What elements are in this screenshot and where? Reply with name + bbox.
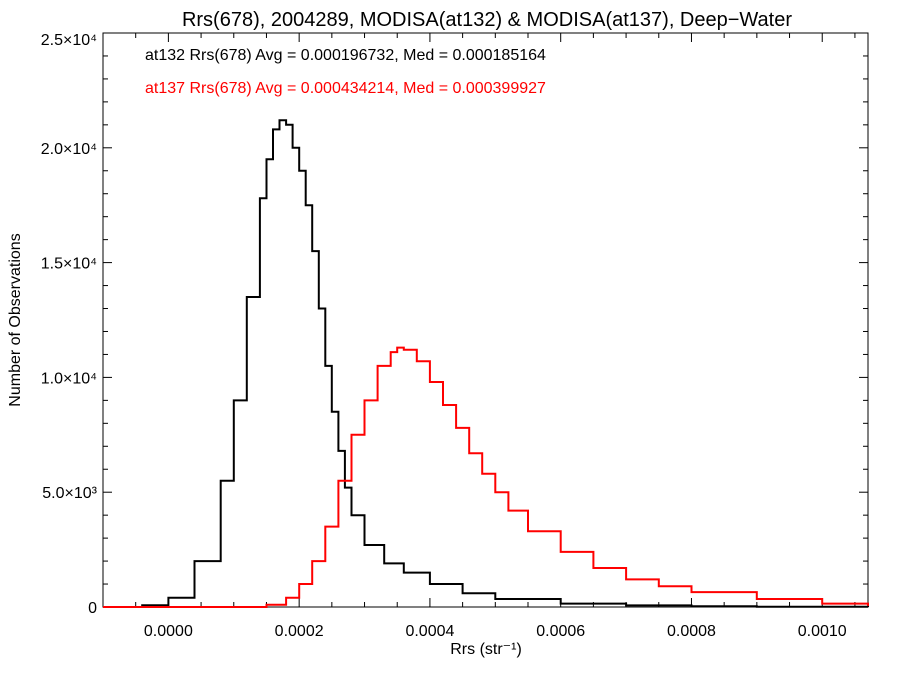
legend-entry-at132: at132 Rrs(678) Avg = 0.000196732, Med = … (145, 47, 546, 64)
x-axis-label: Rrs (str⁻¹) (450, 641, 522, 658)
y-tick-label: 0 (88, 600, 97, 617)
series-at132-line (103, 119, 869, 608)
y-axis-label: Number of Observations (7, 233, 24, 406)
legend-entry-at137: at137 Rrs(678) Avg = 0.000434214, Med = … (145, 80, 546, 97)
x-tick-label: 0.0008 (667, 623, 716, 640)
y-tick-label: 2.5×10⁴ (41, 32, 97, 49)
x-tick-label: 0.0006 (536, 623, 585, 640)
x-tick-label: 0.0010 (798, 623, 847, 640)
series-layer (103, 119, 869, 608)
x-tick-label: 0.0004 (405, 623, 454, 640)
x-tick-label: 0.0000 (144, 623, 193, 640)
y-tick-label: 1.0×10⁴ (41, 370, 97, 387)
y-tick-label: 2.0×10⁴ (41, 141, 97, 158)
x-axis: 0.0000 0.0002 0.0004 0.0006 0.0008 0.0010 (102, 33, 856, 640)
y-axis: 0 5.0×10³ 1.0×10⁴ 1.5×10⁴ 2.0×10⁴ 2.5×10⁴ (41, 32, 868, 617)
plot-area-frame (102, 32, 869, 608)
y-tick-label: 1.5×10⁴ (41, 256, 97, 273)
series-at137-line (103, 346, 869, 608)
y-tick-label: 5.0×10³ (42, 485, 97, 502)
x-tick-label: 0.0002 (275, 623, 324, 640)
chart-title: Rrs(678), 2004289, MODISA(at132) & MODIS… (182, 9, 792, 31)
